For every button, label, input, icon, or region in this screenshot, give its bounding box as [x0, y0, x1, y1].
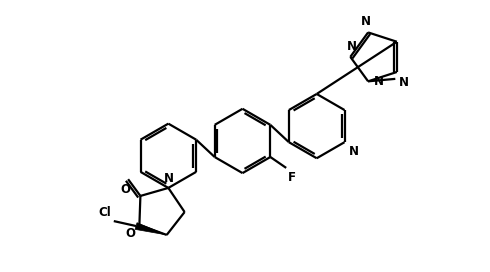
Text: N: N [347, 40, 357, 53]
Text: N: N [399, 76, 409, 89]
Text: O: O [125, 227, 135, 240]
Text: F: F [288, 171, 296, 184]
Text: O: O [121, 183, 130, 196]
Text: N: N [348, 145, 359, 158]
Polygon shape [135, 223, 167, 235]
Text: N: N [374, 75, 384, 88]
Text: N: N [361, 16, 371, 29]
Text: N: N [164, 172, 174, 185]
Text: Cl: Cl [98, 206, 111, 219]
